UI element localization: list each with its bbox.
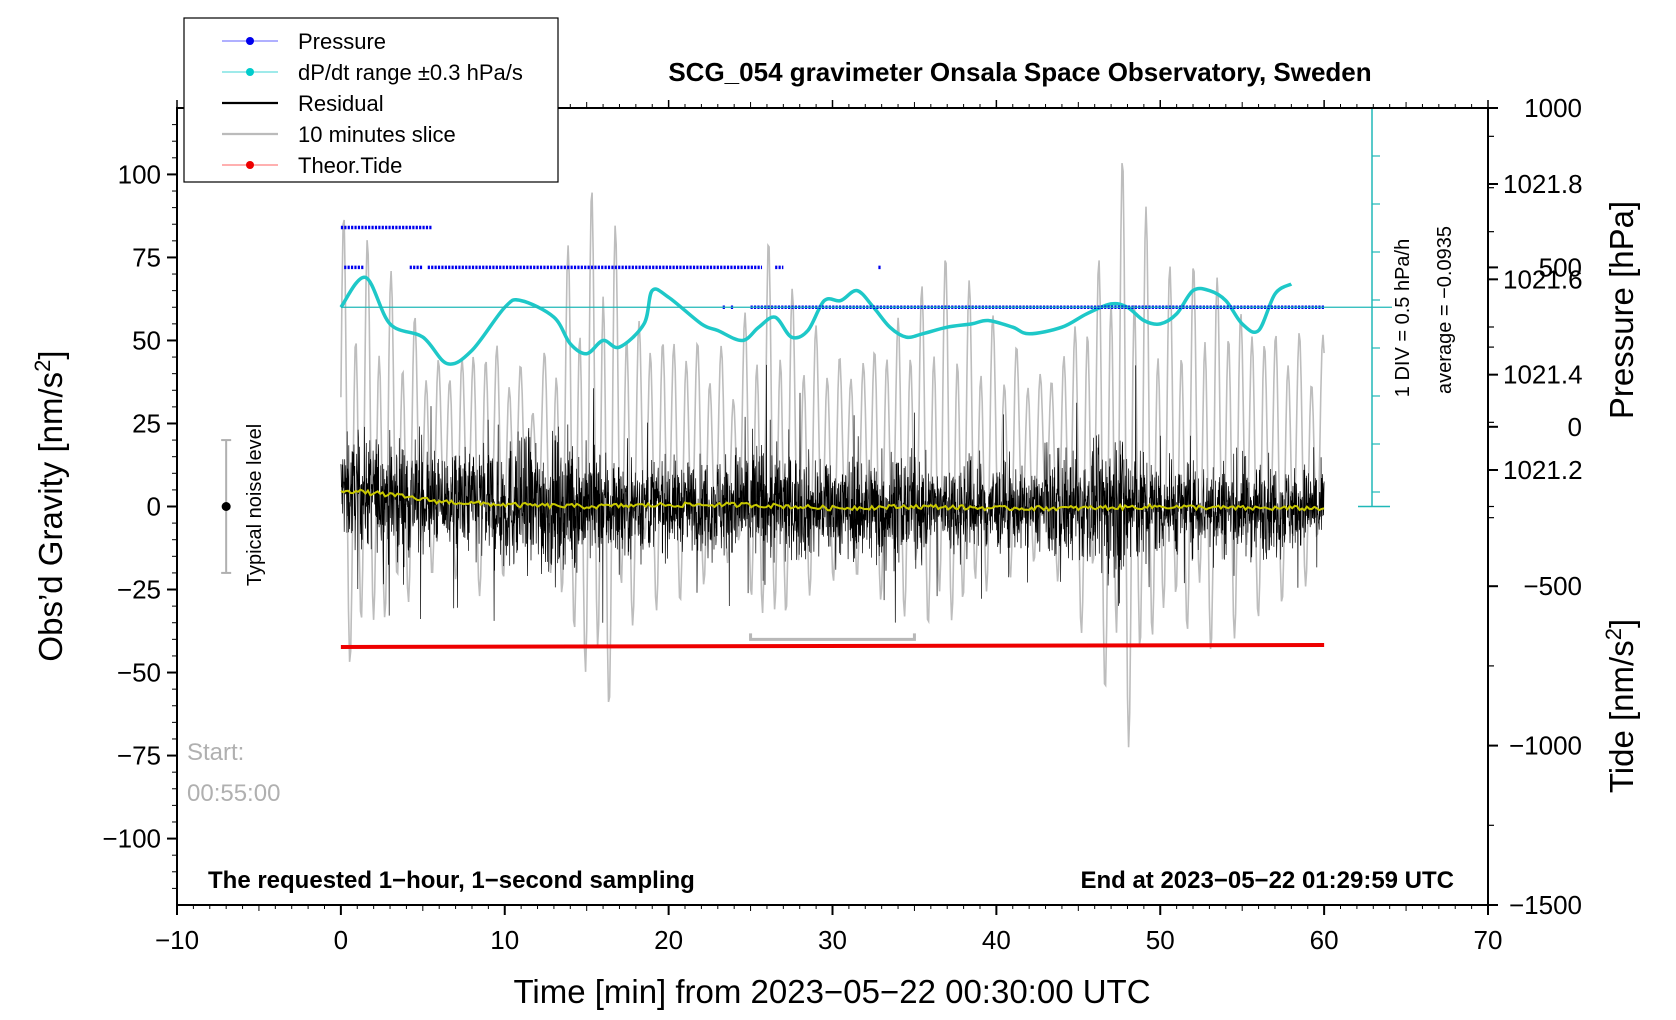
- x-tick-label: 50: [1146, 925, 1175, 955]
- ten-minute-slice-marker: [749, 633, 916, 641]
- dpdt-line: [339, 275, 1293, 366]
- tide-axis-title-close: ]: [1603, 619, 1640, 628]
- tide-tick-label: 1000: [1524, 93, 1582, 123]
- tide-tick-label: −1000: [1509, 731, 1582, 761]
- legend-marker: [246, 68, 254, 76]
- pressure-average-label: average = −0.0935: [1434, 226, 1456, 394]
- x-tick-label: 40: [982, 925, 1011, 955]
- ten-minute-slice-bracket-layer: [749, 633, 916, 641]
- x-tick-label: −10: [155, 925, 199, 955]
- legend-marker: [246, 161, 254, 169]
- left-y-tick-label: −75: [117, 741, 161, 771]
- residual-line: [340, 364, 1325, 623]
- footer-sampling-note: The requested 1−hour, 1−second sampling: [208, 867, 695, 894]
- start-time-label: 00:55:00: [187, 780, 280, 807]
- noise-level-label: Typical noise level: [244, 424, 266, 586]
- left-y-axis-title-sup: 2: [30, 360, 55, 372]
- axes-layer: −10 0 10 20 30 40 50 60 701007550250−25−50−75−10…: [102, 93, 1582, 955]
- legend-label: Pressure: [298, 29, 386, 54]
- x-tick-label: 70: [1474, 925, 1503, 955]
- left-y-tick-label: 100: [118, 159, 161, 189]
- x-tick-label: 30: [818, 925, 847, 955]
- dpdt-scale-label: 1 DIV = 0.5 hPa/h: [1392, 239, 1414, 397]
- x-tick-label: 0: [334, 925, 348, 955]
- left-y-tick-label: −100: [102, 824, 161, 854]
- footer-end-time: End at 2023−05−22 01:29:59 UTC: [1080, 867, 1454, 894]
- left-y-tick-label: 0: [147, 492, 161, 522]
- left-y-axis-title-close: ]: [32, 350, 69, 359]
- legend-label: Theor.Tide: [298, 153, 402, 178]
- legend-box: [183, 17, 559, 183]
- pressure-tick-label: 1021.8: [1503, 169, 1583, 199]
- pressure-axis-title: Pressure [hPa]: [1603, 201, 1640, 419]
- tide-axis-title-sup: 2: [1601, 628, 1626, 640]
- tide-axis-title: Tide [nm/s2]: [1601, 619, 1640, 793]
- left-y-axis-title-main: Obs’d Gravity [nm/s: [32, 372, 69, 662]
- left-y-tick-label: −25: [117, 575, 161, 605]
- left-y-tick-label: −50: [117, 658, 161, 688]
- noise-level-dot: [221, 502, 231, 511]
- tide-axis-title-main: Tide [nm/s: [1603, 640, 1640, 793]
- noise-level-layer: [221, 439, 232, 574]
- tide-tick-label: −500: [1523, 571, 1582, 601]
- theoretical-tide-layer: [340, 642, 1325, 649]
- residual-mean-layer: [340, 488, 1325, 512]
- dpdt-series-layer: [339, 275, 1293, 366]
- legend: Pressure dP/dt range ±0.3 hPa/s Residual 10…: [183, 17, 559, 183]
- start-label: Start:: [187, 739, 244, 766]
- legend-label: Residual: [298, 91, 384, 116]
- pressure-tick-label: 1021.6: [1503, 264, 1583, 294]
- x-axis-title: Time [min] from 2023−05−22 00:30:00 UTC: [513, 973, 1150, 1010]
- tide-tick-label: 500: [1539, 252, 1582, 282]
- legend-marker: [246, 37, 254, 45]
- left-y-axis-title: Obs’d Gravity [nm/s2]: [30, 350, 69, 661]
- left-y-tick-label: 25: [132, 408, 161, 438]
- pressure-tick-label: 1021.2: [1503, 455, 1583, 485]
- left-y-tick-label: 75: [132, 242, 161, 272]
- left-y-tick-label: 50: [132, 325, 161, 355]
- x-tick-label: 20: [654, 925, 683, 955]
- legend-label: 10 minutes slice: [298, 122, 456, 147]
- legend-items: Pressure dP/dt range ±0.3 hPa/s Residual 10…: [222, 29, 523, 178]
- tide-tick-label: −1500: [1509, 890, 1582, 920]
- chart-title: SCG_054 gravimeter Onsala Space Observat…: [668, 57, 1371, 87]
- pressure-tick-label: 1021.4: [1503, 360, 1583, 390]
- x-tick-label: 10: [490, 925, 519, 955]
- x-tick-label: 60: [1310, 925, 1339, 955]
- tide-tick-label: 0: [1568, 412, 1582, 442]
- theoretical-tide-line: [340, 642, 1325, 649]
- dpdt-scale-axis-layer: [340, 107, 1392, 508]
- residual-series-layer: [340, 364, 1325, 623]
- legend-label: dP/dt range ±0.3 hPa/s: [298, 60, 523, 85]
- residual-mean-line: [340, 488, 1325, 512]
